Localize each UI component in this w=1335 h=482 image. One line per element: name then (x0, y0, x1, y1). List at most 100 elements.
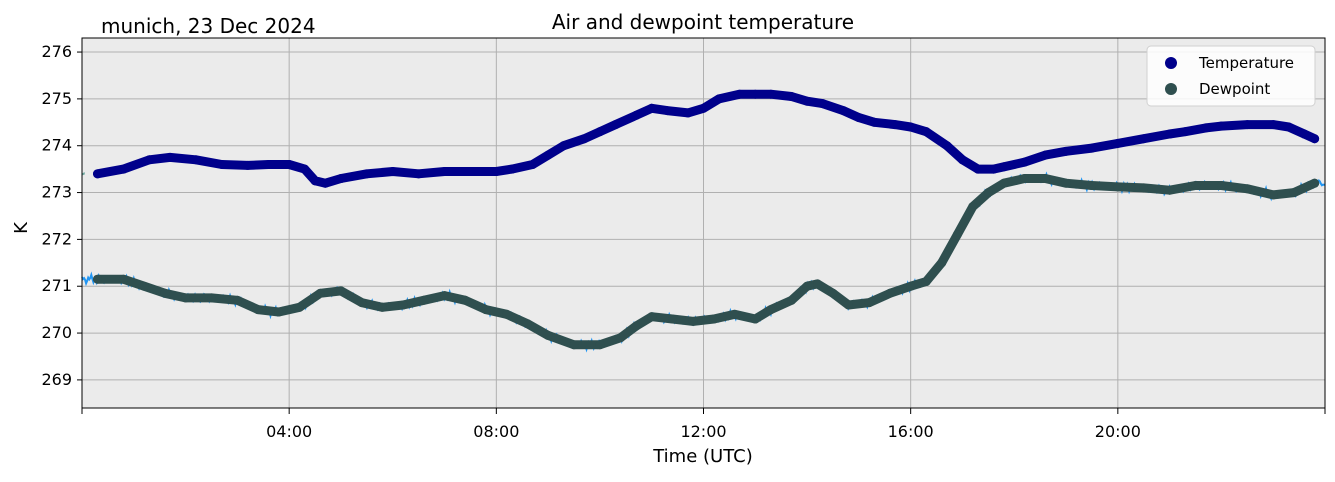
data-point (502, 309, 512, 319)
data-point (750, 89, 760, 99)
data-point (1087, 143, 1097, 153)
data-point (1191, 181, 1201, 191)
data-point (362, 169, 372, 179)
data-point (1040, 150, 1050, 160)
chart-title: Air and dewpoint temperature (552, 10, 854, 34)
data-point (787, 295, 797, 305)
data-point (688, 316, 698, 326)
y-axis-label: K (11, 221, 32, 234)
data-point (1087, 181, 1097, 191)
data-point (1139, 183, 1149, 193)
data-point (838, 106, 848, 116)
data-point (616, 333, 626, 343)
data-point (507, 164, 517, 174)
data-point (1020, 174, 1030, 184)
data-point (1242, 120, 1252, 130)
data-point (1284, 122, 1294, 132)
data-point (528, 159, 538, 169)
data-point (647, 312, 657, 322)
data-point (1165, 129, 1175, 139)
legend-marker (1165, 83, 1177, 95)
data-point (160, 288, 170, 298)
data-point (983, 188, 993, 198)
data-point (1061, 178, 1071, 188)
data-point (1268, 190, 1278, 200)
data-point (336, 174, 346, 184)
data-point (906, 281, 916, 291)
data-point (181, 293, 191, 303)
temperature-series (93, 89, 1320, 188)
data-point (543, 330, 553, 340)
data-point (1268, 120, 1278, 130)
y-tick-label: 270 (41, 323, 72, 342)
data-point (1165, 185, 1175, 195)
data-point (191, 155, 201, 165)
data-point (1113, 138, 1123, 148)
y-tick-label: 275 (41, 89, 72, 108)
data-point (1216, 121, 1226, 131)
data-point (93, 169, 103, 179)
data-point (357, 298, 367, 308)
x-axis-label: Time (UTC) (652, 446, 753, 467)
data-point (243, 160, 253, 170)
series-line (93, 89, 1320, 188)
y-tick-label: 271 (41, 276, 72, 295)
data-point (968, 202, 978, 212)
data-point (481, 305, 491, 315)
data-point (890, 120, 900, 130)
data-point (232, 295, 242, 305)
data-point (543, 150, 553, 160)
data-point (217, 159, 227, 169)
data-point (942, 141, 952, 151)
data-point (118, 274, 128, 284)
data-point (414, 169, 424, 179)
data-point (310, 176, 320, 186)
data-point (206, 293, 216, 303)
data-point (973, 164, 983, 174)
data-point (854, 113, 864, 123)
data-point (1139, 134, 1149, 144)
data-point (300, 164, 310, 174)
data-point (1113, 182, 1123, 192)
data-point (595, 127, 605, 137)
y-tick-label: 272 (41, 229, 72, 248)
data-point (631, 321, 641, 331)
data-point (647, 103, 657, 113)
data-point (118, 164, 128, 174)
data-point (419, 295, 429, 305)
data-point (709, 314, 719, 324)
data-point (440, 166, 450, 176)
data-point (440, 291, 450, 301)
dewpoint-series (93, 174, 1320, 350)
legend-marker (1165, 57, 1177, 69)
data-point (802, 281, 812, 291)
data-point (1289, 188, 1299, 198)
data-point (139, 281, 149, 291)
data-point (869, 117, 879, 127)
data-point (144, 155, 154, 165)
data-point (398, 300, 408, 310)
chart-subtitle: munich, 23 Dec 2024 (101, 14, 316, 38)
data-point (921, 277, 931, 287)
data-point (864, 298, 874, 308)
data-point (828, 288, 838, 298)
data-point (714, 94, 724, 104)
data-point (559, 141, 569, 151)
data-point (766, 305, 776, 315)
data-point (388, 166, 398, 176)
data-point (1242, 184, 1252, 194)
data-point (1061, 146, 1071, 156)
data-point (253, 305, 263, 315)
data-point (263, 159, 273, 169)
data-point (595, 340, 605, 350)
data-point (750, 314, 760, 324)
data-point (735, 89, 745, 99)
data-point (662, 106, 672, 116)
y-tick-label: 269 (41, 370, 72, 389)
x-tick-label: 08:00 (473, 422, 519, 441)
data-point (1040, 174, 1050, 184)
data-point (787, 92, 797, 102)
data-point (93, 274, 103, 284)
data-point (802, 96, 812, 106)
